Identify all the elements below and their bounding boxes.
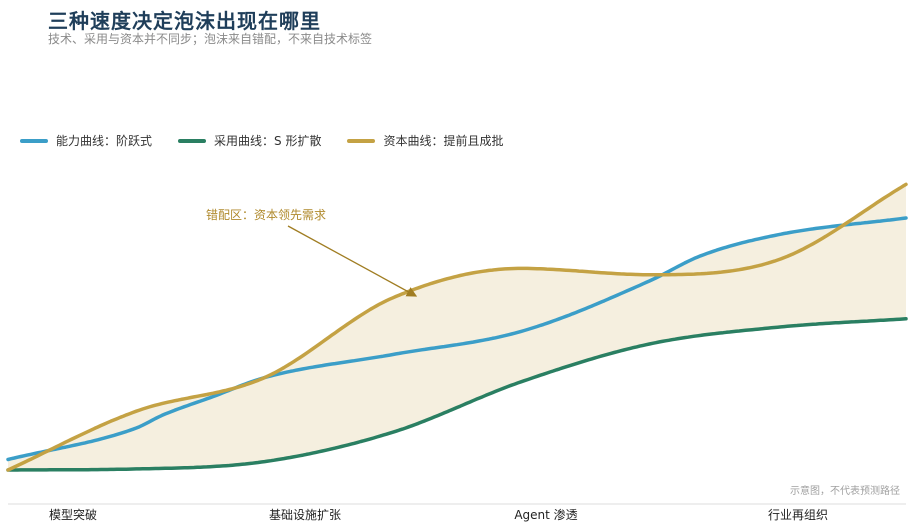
legend-item-capability: 能力曲线：阶跃式 xyxy=(20,132,152,149)
legend-swatch-capital xyxy=(347,138,376,143)
x-tick-label: 模型突破 xyxy=(49,507,97,522)
chart-title: 三种速度决定泡沫出现在哪里 xyxy=(48,9,321,33)
disclaimer-note: 示意图，不代表预测路径 xyxy=(790,486,900,497)
legend-label-capital: 资本曲线：提前且成批 xyxy=(383,134,504,148)
legend-item-adoption: 采用曲线：S 形扩散 xyxy=(178,132,321,149)
legend-label-capability: 能力曲线：阶跃式 xyxy=(56,134,153,148)
capability-line xyxy=(6,216,908,462)
x-tick-label: 行业再组织 xyxy=(768,508,828,522)
legend-item-capital: 资本曲线：提前且成批 xyxy=(347,132,503,149)
capital-line xyxy=(6,182,908,472)
legend: 能力曲线：阶跃式 采用曲线：S 形扩散 资本曲线：提前且成批 xyxy=(20,132,529,149)
x-tick-label: Agent 渗透 xyxy=(514,507,577,522)
chart-subtitle: 技术、采用与资本并不同步；泡沫来自错配，不来自技术标签 xyxy=(48,32,373,46)
annotation-label: 错配区：资本领先需求 xyxy=(206,208,326,222)
x-tick-label: 基础设施扩张 xyxy=(269,508,341,522)
legend-label-adoption: 采用曲线：S 形扩散 xyxy=(214,134,322,148)
adoption-line xyxy=(6,317,908,472)
annotation-arrow xyxy=(287,225,418,297)
mismatch-area xyxy=(8,184,906,470)
legend-swatch-capability xyxy=(20,138,48,143)
legend-swatch-adoption xyxy=(178,138,207,143)
